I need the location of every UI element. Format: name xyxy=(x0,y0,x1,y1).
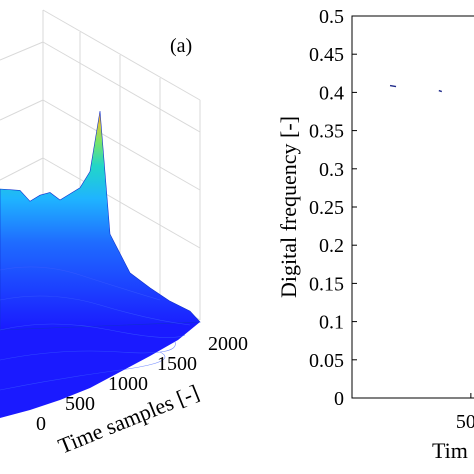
surface-texture xyxy=(0,266,191,391)
surface-ridge xyxy=(0,110,201,331)
y-axis-label: Digital frequency [-] xyxy=(276,116,301,298)
x-tick-label: 1500 xyxy=(157,353,197,375)
contour-lines xyxy=(389,84,443,93)
panel-label: (a) xyxy=(170,35,192,57)
y-axis: 0 0.05 0.1 0.15 0.2 0.25 0.3 0.35 0.4 0.45 0.5 xyxy=(309,6,357,410)
contour-fragment xyxy=(438,89,443,93)
contour-panel: 0 0.05 0.1 0.15 0.2 0.25 0.3 0.35 0.4 0.45 0.5 500… xyxy=(276,6,474,463)
surface-body xyxy=(0,110,201,418)
y-tick-label: 0.2 xyxy=(319,235,344,257)
y-tick-label: 0.3 xyxy=(319,159,344,181)
x-tick-label: 2000 xyxy=(208,333,248,355)
x-tick-label: 500 xyxy=(65,393,95,415)
contour-fragment xyxy=(389,84,397,88)
y-tick-label: 0.5 xyxy=(319,6,344,28)
y-tick-label: 0.25 xyxy=(309,197,344,219)
y-tick-label: 0.05 xyxy=(309,350,344,372)
x-axis: 500 xyxy=(456,393,474,433)
x-tick-label: 500 xyxy=(456,411,474,433)
x-tick-label: 1000 xyxy=(108,373,148,395)
y-tick-label: 0.15 xyxy=(309,273,344,295)
x-tick-label: 0 xyxy=(36,413,46,435)
surface-panel: (a) 0 500 1000 1500 2000 Time samples [-… xyxy=(0,9,248,459)
y-tick-label: 0.35 xyxy=(309,121,344,143)
x-axis-label: Tim xyxy=(432,438,468,463)
y-tick-label: 0.45 xyxy=(309,44,344,66)
plot-area xyxy=(351,15,474,399)
y-tick-label: 0 xyxy=(334,388,344,410)
y-tick-label: 0.1 xyxy=(319,312,344,334)
y-tick-label: 0.4 xyxy=(319,82,344,104)
